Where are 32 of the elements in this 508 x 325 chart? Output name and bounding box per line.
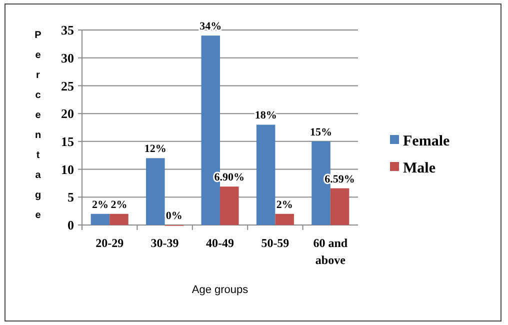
legend-label: Male (403, 160, 436, 176)
data-label: 0% (166, 210, 182, 222)
y-tick-label: 30 (61, 50, 74, 66)
data-label: 15% (310, 126, 332, 138)
legend-label: Female (403, 133, 450, 150)
bar (256, 124, 276, 225)
data-label: 12% (144, 143, 166, 156)
data-label: 2% (110, 198, 128, 211)
bar (275, 214, 294, 225)
bar (146, 158, 165, 225)
y-tick-label: 35 (61, 22, 74, 38)
bar (220, 186, 239, 225)
x-tick-label: 20-29 (96, 236, 124, 250)
bar (330, 188, 350, 225)
x-tick-label: 40-49 (206, 236, 234, 250)
data-label: 18% (254, 110, 277, 122)
y-tick-label: 5 (68, 190, 74, 205)
y-tick-label: 25 (61, 78, 74, 94)
y-tick-label: 10 (61, 162, 74, 177)
y-tick-label: 20 (61, 106, 74, 122)
data-label: 2% (276, 198, 293, 211)
bar (90, 214, 110, 225)
y-tick-label: 15 (61, 134, 74, 149)
bar (110, 214, 128, 225)
x-tick-label: 50-59 (261, 236, 290, 250)
x-tick-label: 30-39 (150, 236, 179, 250)
text: Percentage (34, 30, 42, 221)
data-label: 34% (200, 20, 222, 33)
y-tick-label: 0 (68, 218, 74, 233)
x-tick-label: 60 and above (313, 236, 348, 267)
data-label: 2% (92, 198, 108, 211)
x-axis-title: Age groups (192, 284, 249, 296)
